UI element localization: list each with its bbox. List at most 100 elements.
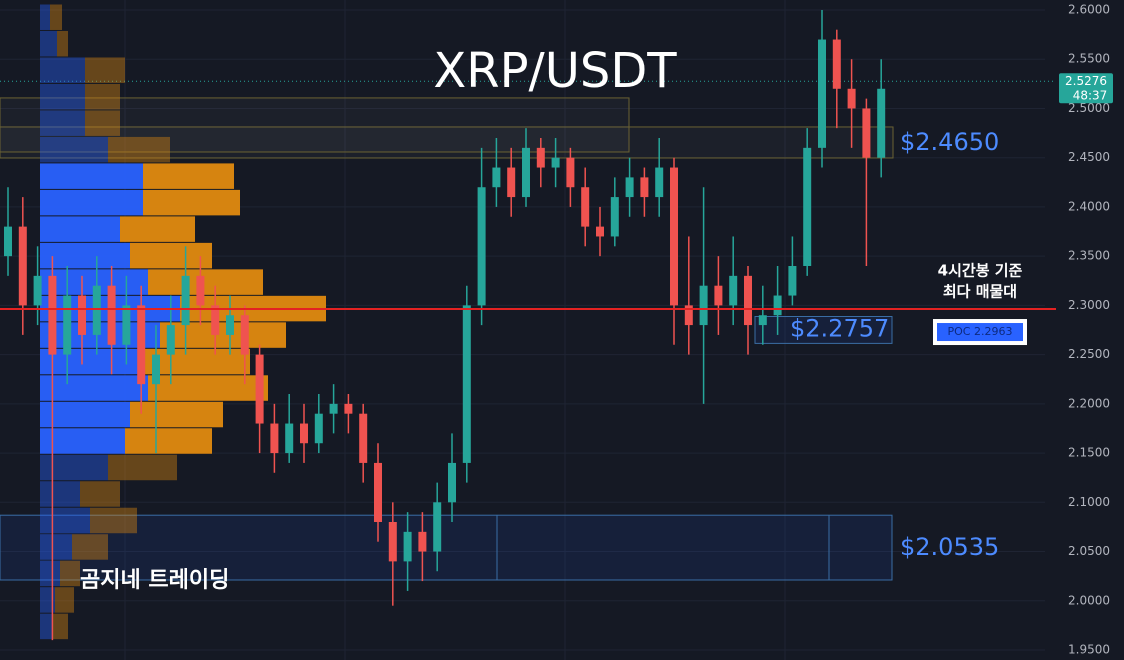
- y-tick-label: 2.4500: [1068, 150, 1110, 164]
- profile-sell: [60, 560, 80, 587]
- poc-note: 4시간봉 기준: [938, 262, 1023, 280]
- candle-body: [448, 462, 456, 503]
- candle-body: [418, 531, 427, 552]
- zone-box: [0, 97, 630, 153]
- profile-buy: [40, 57, 85, 83]
- y-tick-label: 2.0500: [1068, 544, 1110, 558]
- zone-label: $2.2757: [790, 314, 889, 342]
- profile-buy: [40, 163, 143, 189]
- candle-body: [374, 462, 382, 522]
- y-tick-label: 1.9500: [1068, 643, 1110, 657]
- profile-sell: [130, 401, 223, 428]
- profile-buy: [40, 136, 108, 163]
- y-tick-label: 2.4000: [1068, 199, 1110, 213]
- profile-buy: [40, 587, 55, 613]
- candle-body: [758, 315, 767, 326]
- profile-buy: [40, 454, 108, 481]
- candle-body: [610, 197, 619, 237]
- profile-sell: [72, 534, 108, 560]
- profile-sell: [148, 375, 268, 401]
- candle-body: [729, 275, 738, 306]
- candle-body: [477, 187, 486, 306]
- candle-body: [832, 39, 841, 89]
- y-tick-label: 2.2500: [1068, 347, 1110, 361]
- candle-body: [314, 413, 323, 444]
- price-tag-label: 2.5276: [1065, 74, 1107, 88]
- candle-body: [492, 167, 501, 188]
- candle-body: [181, 275, 190, 326]
- y-tick-label: 2.6000: [1068, 3, 1110, 17]
- candle-body: [551, 157, 560, 168]
- candle-body: [48, 275, 57, 355]
- candle-body: [640, 177, 649, 198]
- candle-body: [196, 275, 205, 306]
- profile-sell: [108, 454, 177, 481]
- profile-buy: [40, 613, 52, 640]
- candle-body: [300, 423, 308, 444]
- profile-sell: [85, 83, 120, 110]
- profile-buy: [40, 534, 72, 560]
- profile-buy: [40, 216, 120, 242]
- price-tag: [1059, 73, 1113, 104]
- candle-body: [344, 403, 353, 414]
- y-tick-label: 2.1000: [1068, 495, 1110, 509]
- candle-body: [655, 167, 664, 198]
- watermark: 곰지네 트레이딩: [80, 568, 229, 593]
- y-tick-label: 2.3500: [1068, 249, 1110, 263]
- candle-body: [522, 147, 530, 198]
- profile-buy: [40, 242, 130, 269]
- profile-buy: [40, 4, 50, 30]
- profile-buy: [40, 481, 80, 507]
- candle-body: [699, 285, 708, 326]
- candle-body: [788, 266, 797, 296]
- y-tick-label: 2.1500: [1068, 446, 1110, 460]
- candle-body: [388, 522, 397, 562]
- candle-body: [63, 295, 72, 355]
- countdown: 48:37: [1073, 89, 1108, 103]
- candle-body: [285, 423, 294, 454]
- profile-buy: [40, 375, 148, 401]
- profile-sell: [120, 216, 195, 242]
- chart-title: XRP/USDT: [433, 43, 677, 99]
- zone-label: $2.0535: [900, 533, 999, 561]
- profile-sell: [50, 4, 62, 30]
- candle-body: [226, 315, 234, 335]
- candle-body: [433, 502, 442, 552]
- candle-body: [507, 167, 516, 198]
- profile-buy: [40, 401, 130, 428]
- profile-sell: [108, 136, 170, 163]
- y-tick-label: 2.5000: [1068, 101, 1110, 115]
- zone-label: $2.4650: [900, 128, 999, 156]
- candle-body: [670, 167, 678, 306]
- candle-body: [137, 305, 146, 385]
- candle-body: [4, 226, 12, 257]
- profile-buy: [40, 30, 57, 57]
- candle-body: [359, 413, 368, 463]
- candle-body: [877, 88, 886, 158]
- profile-sell: [80, 481, 120, 507]
- y-tick-label: 2.2000: [1068, 396, 1110, 410]
- zone: [0, 126, 894, 159]
- profile-sell: [143, 163, 234, 189]
- candle-body: [744, 275, 752, 326]
- candle-body: [773, 295, 782, 316]
- profile-sell: [52, 613, 68, 640]
- profile-sell: [90, 507, 137, 534]
- candle-body: [270, 423, 279, 454]
- candle-body: [536, 147, 545, 168]
- profile-sell: [55, 587, 74, 613]
- candle-body: [92, 285, 101, 335]
- candle-body: [122, 305, 131, 345]
- candle-body: [625, 177, 634, 198]
- v-grid: [124, 0, 786, 660]
- candle-body: [166, 325, 175, 355]
- candle-body: [462, 305, 471, 463]
- candle-body: [107, 285, 116, 345]
- profile-buy: [40, 110, 85, 136]
- profile-sell: [143, 189, 240, 216]
- profile-sell: [148, 269, 263, 295]
- candle-body: [818, 39, 826, 148]
- profile-sell: [85, 110, 120, 136]
- candle-body: [566, 157, 575, 188]
